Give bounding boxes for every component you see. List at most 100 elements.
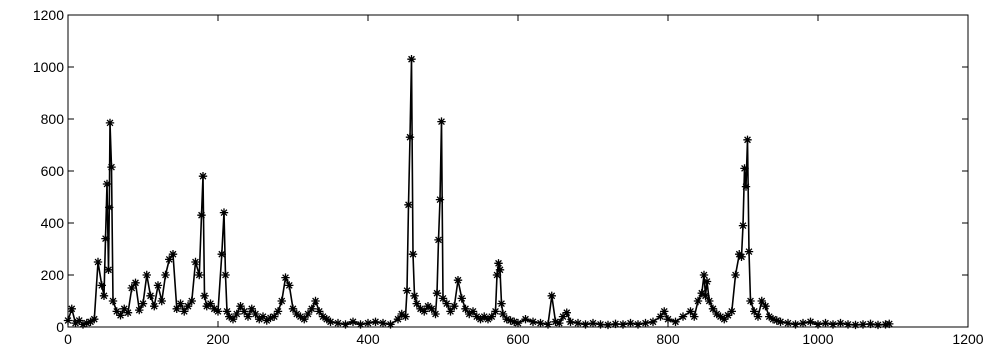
data-point-marker xyxy=(198,172,208,181)
asterisk-marker xyxy=(180,307,189,316)
asterisk-marker xyxy=(270,312,279,321)
asterisk-marker xyxy=(176,299,185,308)
asterisk-marker xyxy=(153,281,163,290)
asterisk-marker xyxy=(416,304,425,313)
asterisk-marker xyxy=(885,319,894,329)
data-point-marker xyxy=(476,315,485,324)
asterisk-marker xyxy=(699,270,709,280)
data-point-marker xyxy=(843,320,853,329)
data-point-marker xyxy=(222,307,232,316)
asterisk-marker xyxy=(656,312,665,321)
data-point-marker xyxy=(740,164,749,173)
data-point-marker xyxy=(437,117,446,126)
asterisk-marker xyxy=(142,270,151,280)
data-point-marker xyxy=(210,304,219,313)
asterisk-marker xyxy=(588,318,598,328)
x-tick-label: 1200 xyxy=(952,331,983,347)
asterisk-marker xyxy=(712,309,721,319)
asterisk-marker xyxy=(266,313,275,323)
data-point-marker xyxy=(743,135,752,144)
data-point-marker xyxy=(142,270,151,280)
axes xyxy=(67,14,969,328)
data-point-marker xyxy=(465,309,474,319)
asterisk-marker xyxy=(791,320,800,329)
asterisk-marker xyxy=(701,291,710,300)
data-point-marker xyxy=(633,320,643,329)
asterisk-marker xyxy=(566,317,575,326)
asterisk-marker xyxy=(446,307,455,316)
data-point-marker xyxy=(494,259,503,268)
asterisk-marker xyxy=(457,294,466,303)
asterisk-marker xyxy=(547,291,556,300)
data-point-marker xyxy=(322,315,331,324)
asterisk-marker xyxy=(105,203,114,212)
data-point-marker xyxy=(71,318,80,328)
asterisk-marker xyxy=(410,291,419,300)
data-point-marker xyxy=(536,318,545,328)
data-point-marker xyxy=(543,320,553,329)
asterisk-marker xyxy=(78,320,88,329)
asterisk-marker xyxy=(783,318,793,328)
asterisk-marker xyxy=(322,315,331,324)
data-point-marker xyxy=(873,320,883,330)
data-point-marker xyxy=(712,309,721,319)
data-point-marker xyxy=(172,304,181,313)
data-point-marker xyxy=(307,304,316,313)
data-point-marker xyxy=(86,317,95,326)
asterisk-marker xyxy=(686,307,695,316)
data-point-marker xyxy=(105,203,114,212)
data-point-marker xyxy=(510,317,519,326)
asterisk-marker xyxy=(487,312,496,321)
asterisk-marker xyxy=(468,307,478,316)
data-point-marker xyxy=(378,318,388,328)
data-point-marker xyxy=(127,283,136,293)
data-point-marker xyxy=(97,281,106,290)
asterisk-marker xyxy=(708,304,718,313)
data-point-marker xyxy=(123,308,133,317)
asterisk-marker xyxy=(99,291,109,300)
data-point-marker xyxy=(356,320,365,329)
asterisk-marker xyxy=(146,291,155,300)
data-point-marker xyxy=(738,221,748,230)
asterisk-marker xyxy=(157,296,166,306)
data-point-marker xyxy=(757,296,766,306)
asterisk-marker xyxy=(197,211,206,220)
y-tick-label: 200 xyxy=(41,267,65,283)
data-point-marker xyxy=(311,296,320,306)
asterisk-marker xyxy=(200,291,209,300)
data-point-marker xyxy=(176,299,185,308)
asterisk-marker xyxy=(123,308,133,317)
data-point-marker xyxy=(195,270,204,280)
data-point-marker xyxy=(547,291,556,300)
asterisk-marker xyxy=(213,307,223,316)
data-point-marker xyxy=(656,312,665,321)
asterisk-marker xyxy=(187,296,196,306)
data-point-marker xyxy=(450,302,459,311)
data-point-marker xyxy=(663,315,673,324)
data-point-marker xyxy=(153,281,163,290)
asterisk-marker xyxy=(138,299,148,308)
asterisk-marker xyxy=(744,247,754,256)
asterisk-marker xyxy=(765,312,774,321)
data-point-marker xyxy=(858,320,868,329)
asterisk-marker xyxy=(378,318,388,328)
data-point-marker xyxy=(168,250,178,259)
data-point-marker xyxy=(243,312,253,321)
markers-group xyxy=(63,55,894,330)
ticks: 0 200 400 600 800 1000 1200 0 200 400 600 800 1000 12… xyxy=(33,7,984,347)
data-point-marker xyxy=(521,315,530,324)
data-point-marker xyxy=(341,320,350,329)
asterisk-marker xyxy=(528,317,538,326)
data-point-marker xyxy=(191,257,200,267)
data-point-marker xyxy=(420,307,429,316)
data-point-marker xyxy=(487,312,496,321)
asterisk-marker xyxy=(731,270,740,280)
asterisk-marker xyxy=(393,315,403,324)
asterisk-marker xyxy=(438,294,448,303)
data-point-marker xyxy=(101,234,110,243)
data-point-marker xyxy=(502,315,511,324)
asterisk-marker xyxy=(423,302,433,311)
data-point-marker xyxy=(705,296,714,306)
asterisk-marker xyxy=(86,317,95,326)
